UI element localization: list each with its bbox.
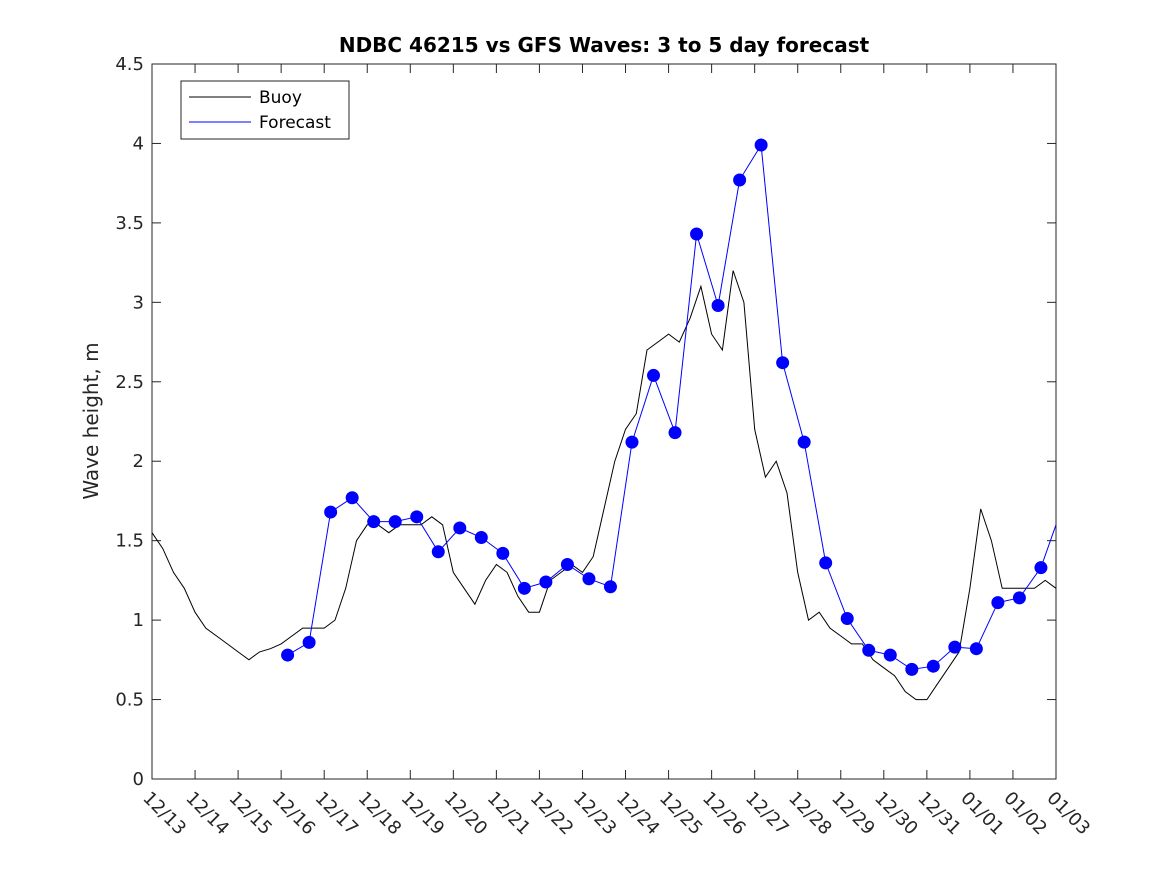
forecast-point [690,227,704,241]
forecast-point [862,643,876,657]
forecast-point [345,491,359,505]
forecast-point [926,659,940,673]
y-axis-label: Wave height, m [79,342,103,499]
forecast-point [367,515,381,529]
y-tick-label: 4.5 [115,54,144,75]
forecast-point [1034,561,1048,575]
forecast-point [840,612,854,626]
forecast-point [302,635,316,649]
forecast-point [431,545,445,559]
forecast-point [324,505,338,519]
buoy-line [151,270,1057,701]
forecast-point [776,356,790,370]
forecast-point [625,435,639,449]
forecast-point [496,546,510,560]
forecast-point [969,642,983,656]
forecast-point [453,521,467,535]
forecast-point [797,435,811,449]
y-tick-label: 0.5 [115,690,144,711]
y-tick-label: 1 [133,610,144,631]
y-tick-label: 2.5 [115,372,144,393]
forecast-point [991,596,1005,610]
forecast-point [560,558,574,571]
forecast-point [905,662,919,676]
y-tick-label: 3 [133,292,144,313]
forecast-point [474,530,488,544]
forecast-point [948,640,962,654]
forecast-point [711,299,725,313]
forecast-point [517,581,531,595]
forecast-point [733,173,747,187]
legend-box [180,80,350,140]
chart-title: NDBC 46215 vs GFS Waves: 3 to 5 day fore… [339,33,870,57]
forecast-point [819,556,833,570]
forecast-point [883,648,897,662]
forecast-point [281,648,295,662]
y-tick-label: 3.5 [115,213,144,234]
forecast-point [582,572,596,586]
y-tick-label: 1.5 [115,531,144,552]
forecast-point [410,510,424,524]
legend: Buoy Forecast [180,80,350,140]
forecast-point [388,515,402,529]
forecast-point [668,426,682,440]
forecast-point [539,575,553,589]
forecast-point [754,138,768,152]
forecast-point [603,580,617,594]
y-tick-label: 0 [133,769,144,790]
legend-buoy-label: Buoy [259,88,302,108]
forecast-point [1012,591,1026,605]
legend-forecast-label: Forecast [259,113,331,133]
y-tick-label: 4 [133,133,144,154]
y-tick-label: 2 [133,451,144,472]
axes-box [151,63,1057,780]
forecast-point [647,368,661,382]
